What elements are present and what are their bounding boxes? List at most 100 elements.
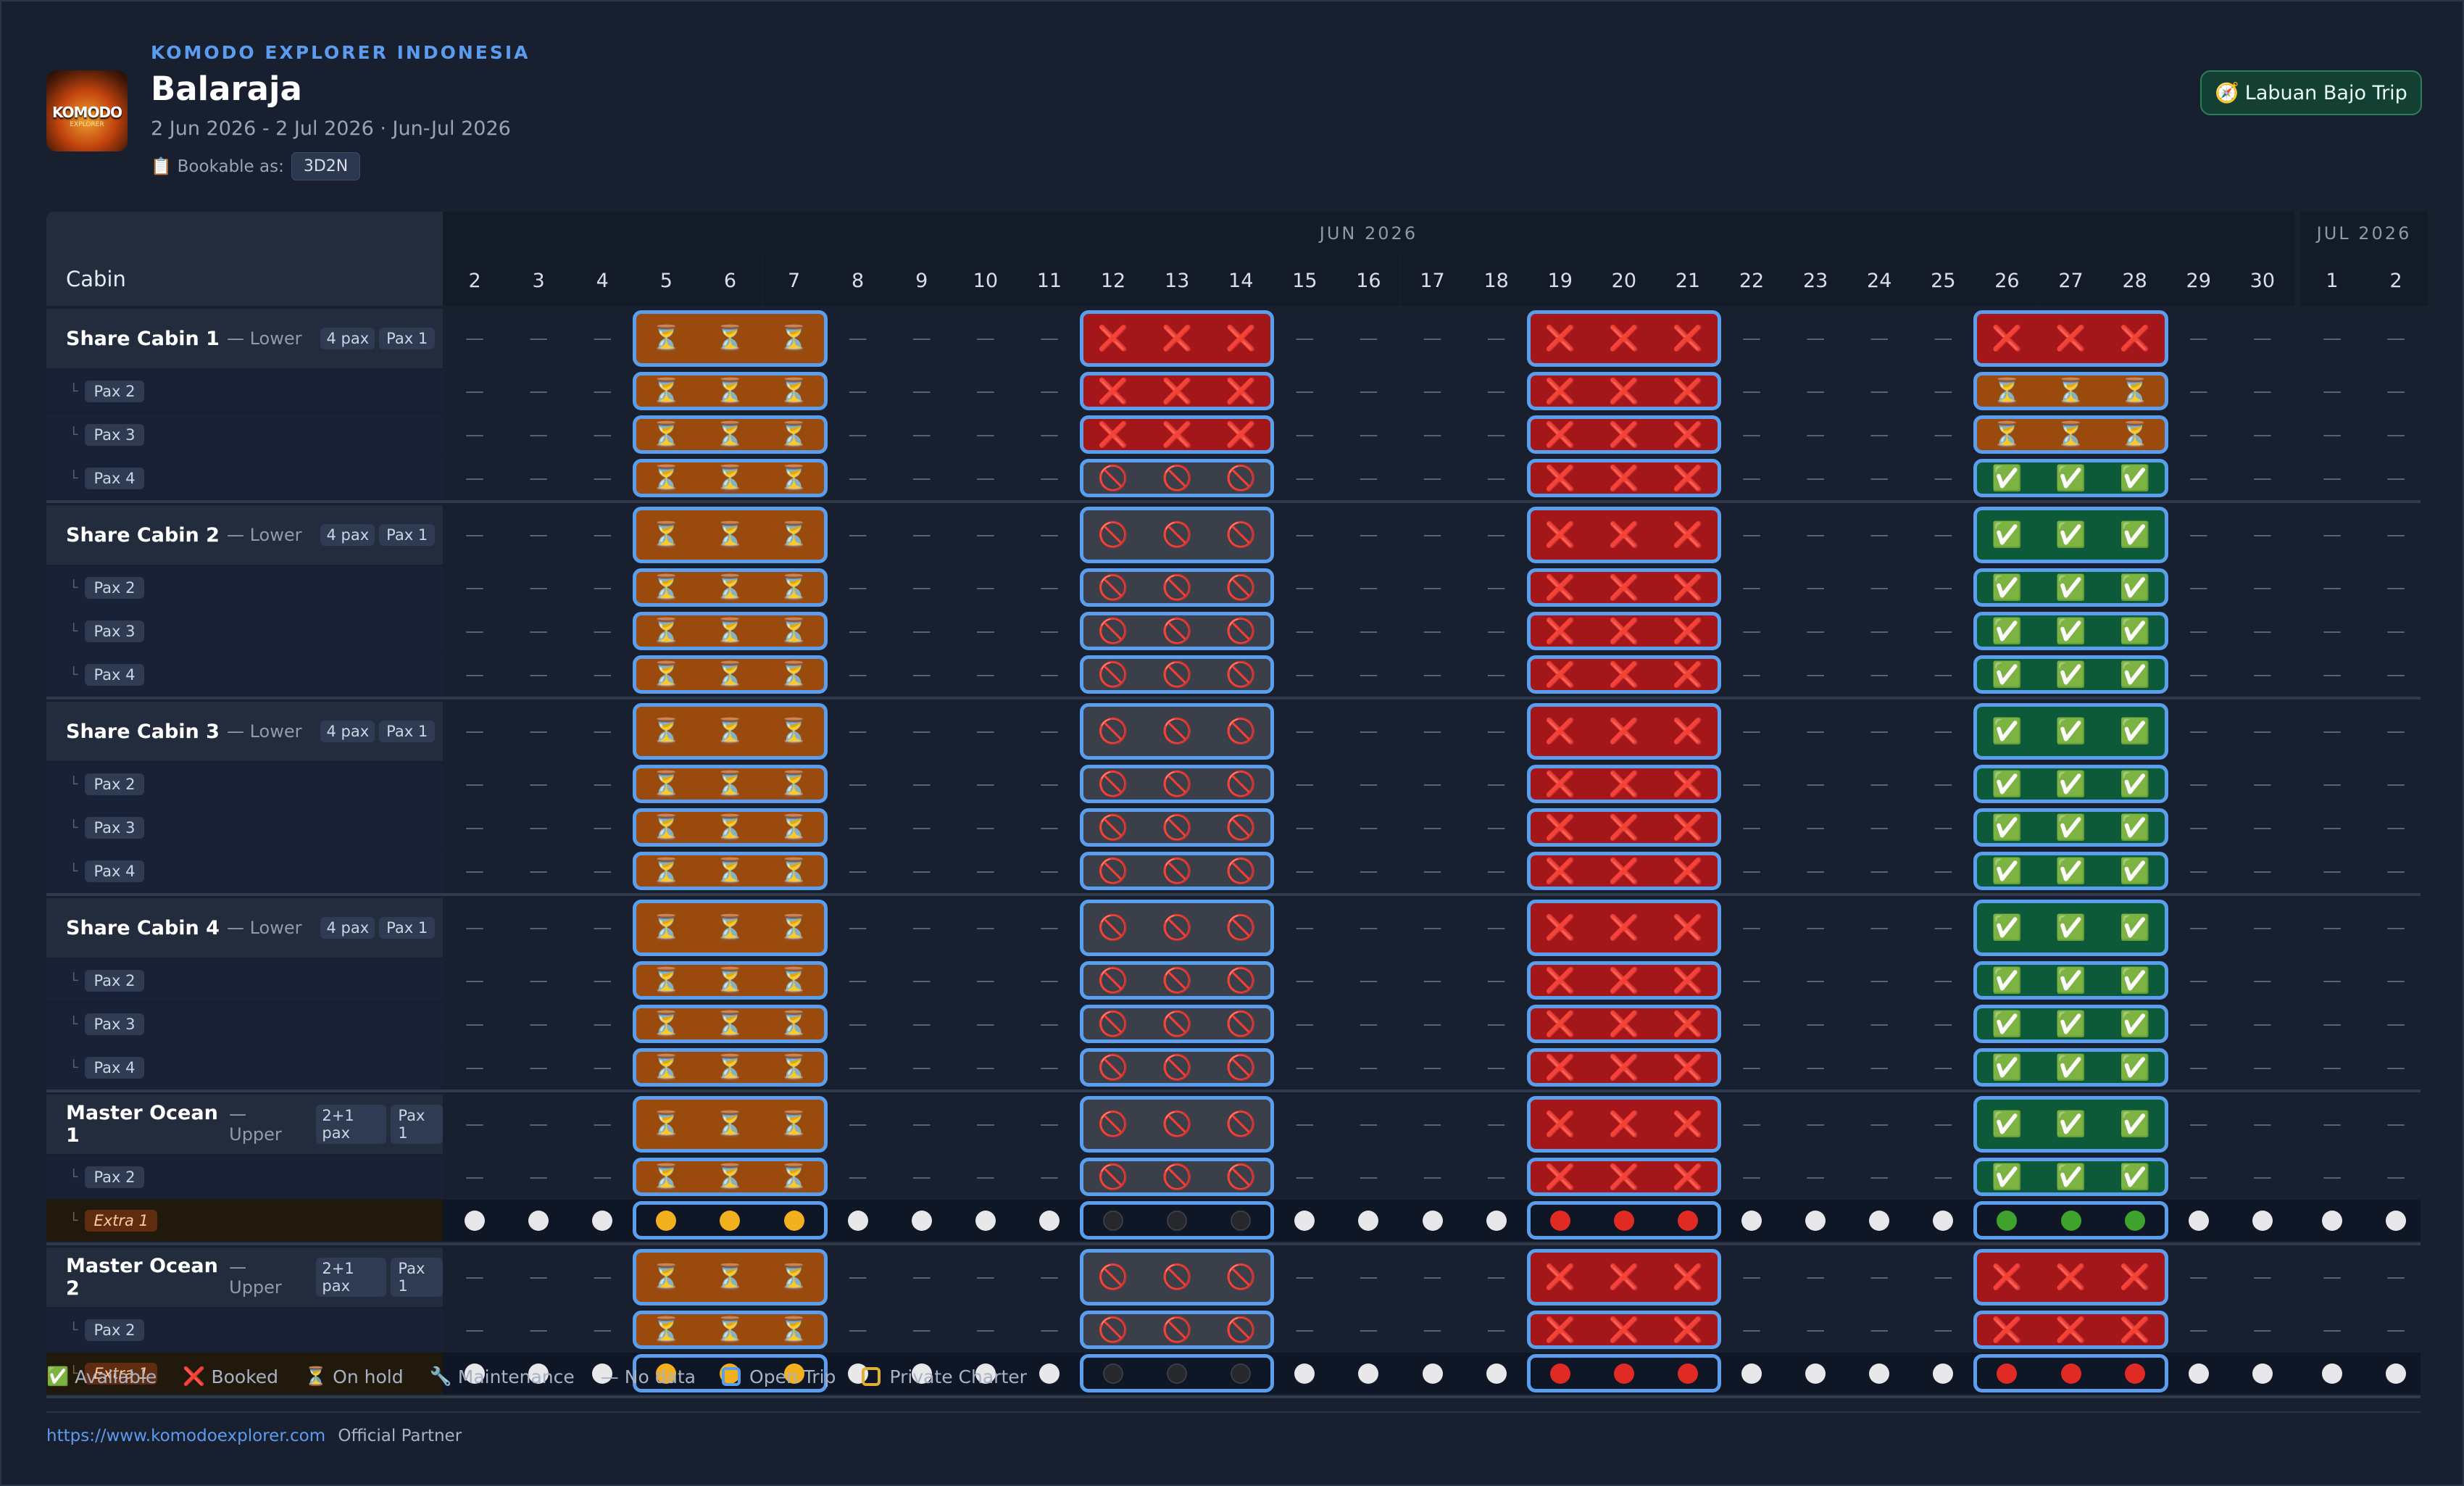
no-data-cell[interactable]: — [1806, 1113, 1826, 1135]
no-data-cell[interactable]: — [2189, 524, 2208, 546]
no-data-cell[interactable]: — [1359, 773, 1378, 795]
no-data-cell[interactable]: — [1039, 524, 1059, 546]
trip-block[interactable] [1526, 765, 1721, 803]
no-data-cell[interactable]: — [1934, 1013, 1953, 1035]
no-data-cell[interactable]: — [529, 721, 549, 742]
no-data-cell[interactable]: — [2322, 467, 2342, 489]
trip-block[interactable] [1526, 415, 1721, 454]
status-cell[interactable]: ✅ [2039, 1047, 2103, 1088]
status-cell[interactable]: ⏳ [634, 1095, 698, 1154]
trip-block[interactable] [1973, 1249, 2168, 1306]
no-data-cell[interactable]: — [912, 1113, 931, 1135]
status-cell[interactable]: ✅ [2103, 763, 2167, 805]
status-cell[interactable]: 🚫 [1145, 1156, 1209, 1197]
trip-block[interactable] [1973, 703, 2168, 760]
status-cell[interactable]: ❌ [1656, 898, 1720, 958]
extra-cell[interactable] [762, 1353, 826, 1394]
no-data-cell[interactable]: — [848, 524, 867, 546]
extra-cell[interactable] [1336, 1353, 1400, 1394]
no-data-cell[interactable]: — [2322, 773, 2342, 795]
no-data-cell[interactable]: — [529, 524, 549, 546]
status-cell[interactable]: 🚫 [1081, 763, 1145, 805]
no-data-cell[interactable]: — [1742, 1166, 1762, 1188]
no-data-cell[interactable]: — [1359, 1056, 1378, 1079]
extra-cell[interactable] [1017, 1200, 1081, 1241]
no-data-cell[interactable]: — [465, 663, 485, 686]
trip-block[interactable] [1973, 808, 2168, 847]
status-cell[interactable]: ⏳ [698, 1003, 762, 1045]
no-data-cell[interactable]: — [1742, 969, 1762, 992]
status-cell[interactable]: ✅ [2103, 610, 2167, 652]
no-data-cell[interactable]: — [1806, 1266, 1826, 1288]
extra-cell[interactable] [1273, 1200, 1336, 1241]
no-data-cell[interactable]: — [2189, 917, 2208, 939]
status-cell[interactable]: ⏳ [634, 702, 698, 761]
trip-block[interactable] [1973, 655, 2168, 694]
no-data-cell[interactable]: — [1806, 1166, 1826, 1188]
no-data-cell[interactable]: — [593, 816, 612, 839]
extra-cell[interactable] [1528, 1200, 1592, 1241]
no-data-cell[interactable]: — [1934, 1113, 1953, 1135]
status-cell[interactable]: ⏳ [698, 457, 762, 499]
no-data-cell[interactable]: — [912, 524, 931, 546]
no-data-cell[interactable]: — [529, 773, 549, 795]
status-cell[interactable]: ❌ [2103, 309, 2167, 368]
status-cell[interactable]: ❌ [1592, 610, 1656, 652]
no-data-cell[interactable]: — [529, 423, 549, 446]
no-data-cell[interactable]: — [1806, 1056, 1826, 1079]
status-cell[interactable]: ✅ [1975, 567, 2039, 608]
no-data-cell[interactable]: — [2322, 721, 2342, 742]
no-data-cell[interactable]: — [1934, 576, 1953, 599]
no-data-cell[interactable]: — [848, 576, 867, 599]
no-data-cell[interactable]: — [2386, 917, 2406, 939]
no-data-cell[interactable]: — [1742, 816, 1762, 839]
status-cell[interactable]: ✅ [2103, 505, 2167, 565]
status-cell[interactable]: ❌ [1656, 610, 1720, 652]
extra-cell[interactable] [1784, 1200, 1847, 1241]
no-data-cell[interactable]: — [1423, 1113, 1442, 1135]
no-data-cell[interactable]: — [1486, 576, 1506, 599]
status-cell[interactable]: ❌ [1656, 702, 1720, 761]
status-cell[interactable]: ⏳ [698, 309, 762, 368]
no-data-cell[interactable]: — [1742, 620, 1762, 642]
status-cell[interactable]: 🚫 [1081, 1095, 1145, 1154]
no-data-cell[interactable]: — [2189, 1056, 2208, 1079]
no-data-cell[interactable]: — [529, 1266, 549, 1288]
no-data-cell[interactable]: — [593, 773, 612, 795]
no-data-cell[interactable]: — [529, 1013, 549, 1035]
no-data-cell[interactable]: — [912, 620, 931, 642]
no-data-cell[interactable]: — [2322, 1319, 2342, 1341]
extra-cell[interactable] [1847, 1353, 1911, 1394]
status-cell[interactable]: ❌ [1656, 370, 1720, 412]
status-cell[interactable]: ⏳ [1975, 414, 2039, 455]
status-cell[interactable]: ❌ [1656, 309, 1720, 368]
status-cell[interactable]: ❌ [2039, 309, 2103, 368]
no-data-cell[interactable]: — [1423, 1266, 1442, 1288]
no-data-cell[interactable]: — [465, 1319, 485, 1341]
no-data-cell[interactable]: — [1359, 1266, 1378, 1288]
status-cell[interactable]: ⏳ [634, 1156, 698, 1197]
status-cell[interactable]: 🚫 [1145, 1095, 1209, 1154]
no-data-cell[interactable]: — [2189, 969, 2208, 992]
no-data-cell[interactable]: — [2189, 1319, 2208, 1341]
extra-cell[interactable] [826, 1200, 890, 1241]
extra-cell[interactable] [890, 1200, 954, 1241]
no-data-cell[interactable]: — [465, 860, 485, 882]
status-cell[interactable]: ❌ [1592, 702, 1656, 761]
status-cell[interactable]: ✅ [1975, 654, 2039, 695]
status-cell[interactable]: 🚫 [1209, 567, 1273, 608]
status-cell[interactable]: ❌ [1656, 1309, 1720, 1350]
no-data-cell[interactable]: — [2322, 328, 2342, 349]
status-cell[interactable]: ❌ [1592, 1309, 1656, 1350]
status-cell[interactable]: ❌ [1592, 1095, 1656, 1154]
status-cell[interactable]: ⏳ [762, 960, 826, 1001]
extra-cell[interactable] [1784, 1353, 1847, 1394]
no-data-cell[interactable]: — [1806, 721, 1826, 742]
status-cell[interactable]: 🚫 [1081, 1003, 1145, 1045]
no-data-cell[interactable]: — [912, 380, 931, 402]
extra-cell[interactable] [1847, 1200, 1911, 1241]
no-data-cell[interactable]: — [975, 1056, 995, 1079]
no-data-cell[interactable]: — [2252, 663, 2272, 686]
no-data-cell[interactable]: — [2322, 524, 2342, 546]
extra-cell[interactable] [1911, 1200, 1975, 1241]
